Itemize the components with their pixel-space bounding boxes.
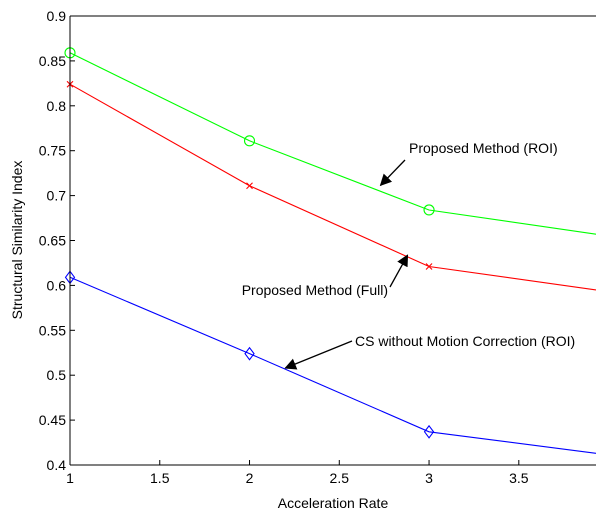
annotation-label-1: Proposed Method (Full) (242, 282, 388, 298)
series-line-0 (69, 52, 596, 235)
annotation-label-2: CS without Motion Correction (ROI) (355, 333, 575, 349)
y-tick-label: 0.5 (47, 367, 67, 383)
y-tick-label: 0.4 (47, 457, 67, 473)
data-point-1 (425, 263, 433, 270)
plot-area (70, 16, 596, 465)
data-point-2 (244, 346, 255, 361)
x-tick-label: 3.5 (509, 470, 529, 486)
data-point-0 (243, 135, 256, 147)
series-line-1 (69, 83, 596, 291)
x-tick-label: 2 (246, 470, 254, 486)
x-tick-label: 2.5 (330, 470, 350, 486)
x-axis-label: Acceleration Rate (278, 495, 389, 511)
y-tick-label: 0.75 (39, 143, 66, 159)
y-axis-label: Structural Similarity Index (9, 161, 25, 320)
y-tick-label: 0.65 (39, 233, 66, 249)
x-tick-label: 3 (425, 470, 433, 486)
y-tick-label: 0.85 (39, 53, 66, 69)
data-point-0 (423, 204, 435, 216)
y-tick-label: 0.45 (39, 412, 66, 428)
y-tick-label: 0.7 (47, 188, 67, 204)
y-tick-label: 0.8 (47, 98, 67, 114)
y-tick-label: 0.55 (39, 322, 66, 338)
series-line-2 (69, 276, 596, 454)
y-tick-label: 0.6 (47, 277, 67, 293)
annotation-label-0: Proposed Method (ROI) (409, 140, 558, 156)
annotation-arrow-2 (284, 340, 353, 370)
y-tick-label: 0.9 (47, 8, 67, 24)
data-point-2 (423, 424, 435, 439)
x-tick-label: 1.5 (150, 470, 170, 486)
data-point-1 (246, 182, 253, 190)
x-tick-label: 1 (66, 470, 74, 486)
annotation-arrow-0 (379, 159, 406, 187)
annotation-arrow-1 (389, 254, 409, 288)
